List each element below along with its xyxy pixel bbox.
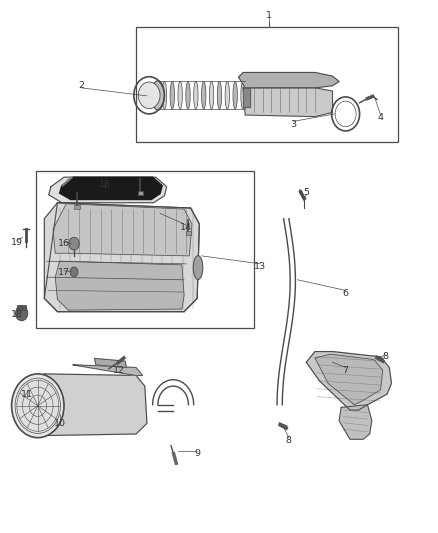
Polygon shape <box>243 88 250 107</box>
Text: 17: 17 <box>58 269 70 277</box>
Bar <box>138 191 143 195</box>
Polygon shape <box>44 203 199 312</box>
Ellipse shape <box>194 82 198 109</box>
Polygon shape <box>95 359 127 368</box>
Text: 14: 14 <box>180 223 192 232</box>
Circle shape <box>69 237 79 250</box>
Circle shape <box>70 267 78 277</box>
Bar <box>74 205 80 208</box>
Polygon shape <box>315 354 383 405</box>
Bar <box>17 305 26 310</box>
Ellipse shape <box>241 82 245 109</box>
Polygon shape <box>55 261 184 310</box>
Bar <box>35 171 254 328</box>
Polygon shape <box>73 365 143 375</box>
Text: 8: 8 <box>382 352 388 361</box>
Polygon shape <box>239 72 339 88</box>
Ellipse shape <box>225 82 230 109</box>
Ellipse shape <box>233 82 237 109</box>
Text: 18: 18 <box>11 310 23 319</box>
Text: 3: 3 <box>290 120 296 129</box>
Circle shape <box>15 306 28 321</box>
Text: 7: 7 <box>343 366 349 375</box>
Text: 10: 10 <box>53 419 66 428</box>
Text: 6: 6 <box>343 288 349 297</box>
Text: 13: 13 <box>254 262 267 271</box>
Polygon shape <box>243 88 332 117</box>
Text: 19: 19 <box>11 238 23 247</box>
Ellipse shape <box>178 82 182 109</box>
Polygon shape <box>53 204 192 256</box>
Ellipse shape <box>201 82 206 109</box>
Polygon shape <box>60 177 162 199</box>
Polygon shape <box>33 374 147 435</box>
Text: 5: 5 <box>304 188 309 197</box>
Text: 1: 1 <box>266 11 272 20</box>
Ellipse shape <box>193 256 203 279</box>
Polygon shape <box>339 405 372 439</box>
Circle shape <box>15 378 60 433</box>
Bar <box>136 27 398 142</box>
Polygon shape <box>49 177 166 203</box>
Text: 4: 4 <box>378 113 384 122</box>
Polygon shape <box>62 177 73 185</box>
Circle shape <box>138 82 160 109</box>
Text: 9: 9 <box>194 449 200 458</box>
Text: 8: 8 <box>286 437 292 446</box>
Text: 15: 15 <box>99 180 111 189</box>
Text: 16: 16 <box>58 239 70 248</box>
Circle shape <box>12 374 64 438</box>
Text: 12: 12 <box>113 366 124 375</box>
Ellipse shape <box>170 82 174 109</box>
Ellipse shape <box>151 80 164 110</box>
Text: 2: 2 <box>78 81 85 90</box>
Ellipse shape <box>209 82 214 109</box>
Ellipse shape <box>217 82 222 109</box>
Ellipse shape <box>186 82 190 109</box>
Ellipse shape <box>162 82 166 109</box>
Text: 11: 11 <box>21 390 33 399</box>
Bar <box>186 231 191 235</box>
Polygon shape <box>306 352 392 410</box>
